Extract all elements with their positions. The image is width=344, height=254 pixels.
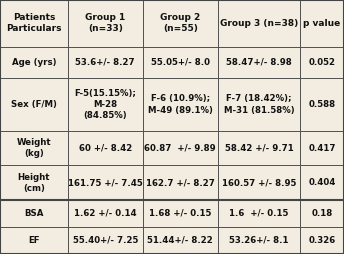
Text: 0.326: 0.326	[309, 236, 336, 245]
Text: Age (yrs): Age (yrs)	[12, 58, 56, 67]
Text: Weight
(kg): Weight (kg)	[17, 138, 51, 158]
Bar	[0, 46, 68, 78]
Bar	[300, 165, 344, 200]
Bar	[68, 78, 143, 131]
Bar	[68, 0, 143, 46]
Text: 53.6+/- 8.27: 53.6+/- 8.27	[75, 58, 135, 67]
Bar	[143, 78, 218, 131]
Text: 58.42 +/- 9.71: 58.42 +/- 9.71	[225, 144, 293, 153]
Text: 1.6  +/- 0.15: 1.6 +/- 0.15	[229, 209, 289, 218]
Text: 0.18: 0.18	[311, 209, 333, 218]
Bar	[143, 165, 218, 200]
Bar	[68, 165, 143, 200]
Bar	[143, 46, 218, 78]
Bar	[218, 46, 300, 78]
Text: 55.05+/- 8.0: 55.05+/- 8.0	[151, 58, 210, 67]
Text: 162.7 +/- 8.27: 162.7 +/- 8.27	[146, 178, 215, 187]
Text: Group 2
(n=55): Group 2 (n=55)	[160, 13, 200, 33]
Bar	[300, 131, 344, 165]
Text: 1.68 +/- 0.15: 1.68 +/- 0.15	[149, 209, 212, 218]
Bar	[143, 227, 218, 254]
Text: 55.40+/- 7.25: 55.40+/- 7.25	[73, 236, 138, 245]
Bar	[300, 0, 344, 46]
Text: 0.052: 0.052	[309, 58, 335, 67]
Text: BSA: BSA	[24, 209, 44, 218]
Bar	[300, 227, 344, 254]
Bar	[0, 227, 68, 254]
Bar	[68, 131, 143, 165]
Text: Sex (F/M): Sex (F/M)	[11, 100, 57, 109]
Bar	[218, 200, 300, 227]
Bar	[218, 227, 300, 254]
Text: 160.57 +/- 8.95: 160.57 +/- 8.95	[222, 178, 296, 187]
Bar	[300, 78, 344, 131]
Bar	[300, 200, 344, 227]
Text: F-6 (10.9%);
M-49 (89.1%): F-6 (10.9%); M-49 (89.1%)	[148, 94, 213, 115]
Text: 53.26+/- 8.1: 53.26+/- 8.1	[229, 236, 289, 245]
Bar	[0, 200, 68, 227]
Bar	[0, 165, 68, 200]
Bar	[218, 0, 300, 46]
Bar	[0, 131, 68, 165]
Text: F-7 (18.42%);
M-31 (81.58%): F-7 (18.42%); M-31 (81.58%)	[224, 94, 294, 115]
Text: 58.47+/- 8.98: 58.47+/- 8.98	[226, 58, 292, 67]
Bar	[143, 0, 218, 46]
Text: 0.417: 0.417	[308, 144, 336, 153]
Text: 60 +/- 8.42: 60 +/- 8.42	[78, 144, 132, 153]
Text: Group 1
(n=33): Group 1 (n=33)	[85, 13, 125, 33]
Text: 0.588: 0.588	[309, 100, 336, 109]
Bar	[218, 165, 300, 200]
Text: p value: p value	[303, 19, 341, 28]
Bar	[68, 46, 143, 78]
Bar	[300, 46, 344, 78]
Text: 161.75 +/- 7.45: 161.75 +/- 7.45	[68, 178, 142, 187]
Bar	[0, 0, 68, 46]
Bar	[68, 200, 143, 227]
Text: 60.87  +/- 9.89: 60.87 +/- 9.89	[144, 144, 216, 153]
Bar	[0, 78, 68, 131]
Text: Height
(cm): Height (cm)	[18, 172, 50, 193]
Bar	[218, 78, 300, 131]
Bar	[218, 131, 300, 165]
Bar	[143, 200, 218, 227]
Text: EF: EF	[28, 236, 40, 245]
Bar	[143, 131, 218, 165]
Text: 0.404: 0.404	[308, 178, 336, 187]
Bar	[68, 227, 143, 254]
Text: 51.44+/- 8.22: 51.44+/- 8.22	[147, 236, 213, 245]
Text: Patients
Particulars: Patients Particulars	[6, 13, 62, 33]
Text: Group 3 (n=38): Group 3 (n=38)	[220, 19, 298, 28]
Text: 1.62 +/- 0.14: 1.62 +/- 0.14	[74, 209, 137, 218]
Text: F-5(15.15%);
M-28
(84.85%): F-5(15.15%); M-28 (84.85%)	[74, 89, 136, 120]
